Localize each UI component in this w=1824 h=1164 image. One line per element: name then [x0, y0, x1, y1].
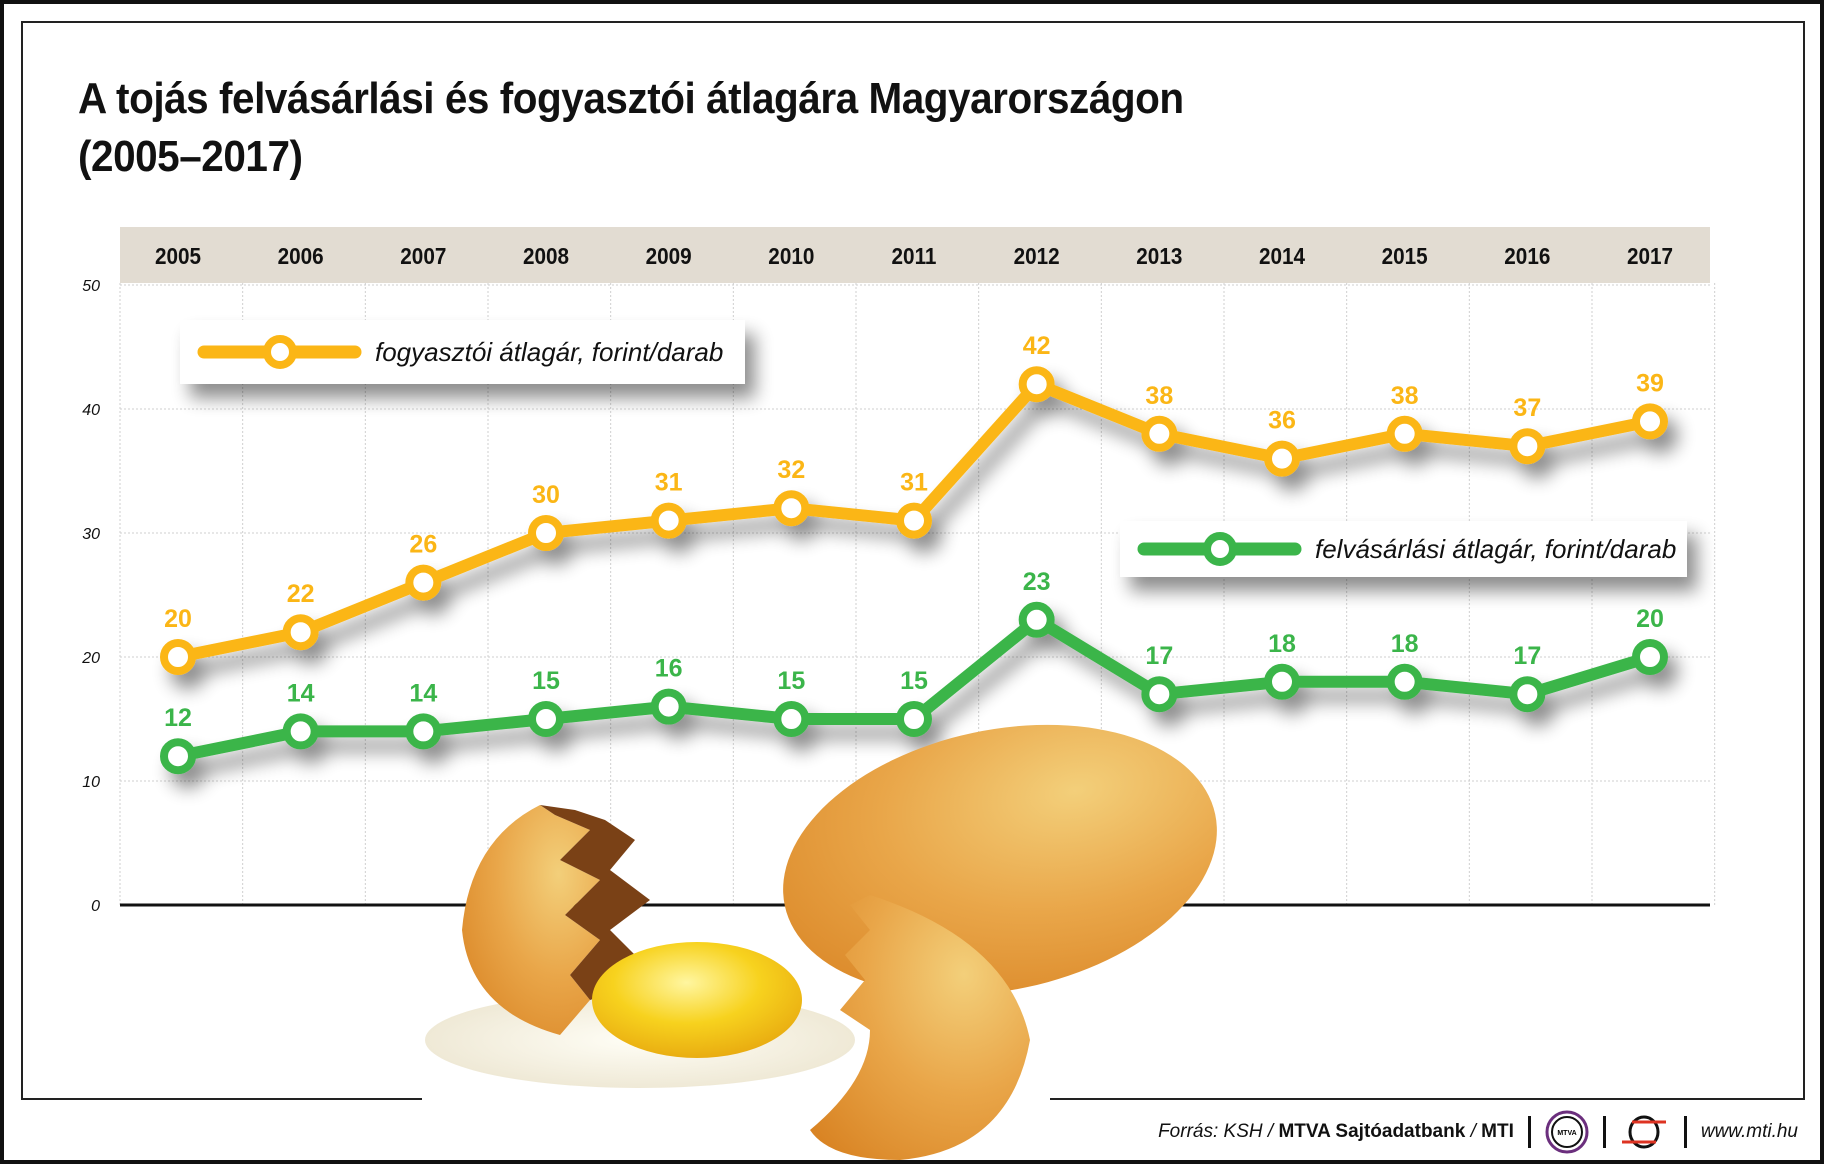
data-label: 36	[1268, 407, 1296, 435]
data-point	[1141, 676, 1178, 713]
data-point	[1264, 440, 1300, 477]
legend-marker	[263, 335, 297, 369]
data-label: 16	[655, 655, 683, 683]
footer: Forrás: KSH / MTVA Sajtóadatbank / MTI M…	[1158, 1110, 1798, 1154]
data-label: 18	[1268, 630, 1296, 658]
website-link[interactable]: www.mti.hu	[1700, 1121, 1798, 1142]
divider	[1527, 1116, 1531, 1148]
y-tick-label: 50	[82, 278, 100, 295]
x-tick-label: 2011	[892, 243, 937, 269]
x-tick-label: 2005	[155, 243, 201, 269]
y-tick-label: 0	[91, 898, 100, 915]
data-point	[405, 564, 442, 601]
data-label: 17	[1145, 642, 1173, 670]
data-point	[282, 713, 319, 750]
source-text: Forrás: KSH / MTVA Sajtóadatbank / MTI	[1158, 1121, 1514, 1142]
x-tick-label: 2017	[1627, 243, 1673, 269]
data-point	[528, 701, 564, 737]
data-label: 15	[777, 667, 805, 695]
y-tick-label: 30	[82, 526, 100, 543]
data-point	[1264, 663, 1300, 700]
data-label: 22	[287, 580, 315, 608]
data-point	[1509, 428, 1546, 465]
data-point	[1386, 663, 1423, 700]
data-point	[1018, 366, 1055, 403]
data-label: 14	[287, 679, 315, 707]
data-label: 32	[777, 456, 805, 484]
series-1	[160, 601, 1668, 775]
data-label: 20	[1636, 605, 1664, 633]
divider	[1683, 1116, 1687, 1148]
data-point	[773, 490, 810, 527]
data-point	[160, 639, 196, 675]
data-point	[528, 515, 564, 551]
data-label: 15	[900, 667, 928, 695]
data-point	[650, 688, 687, 725]
mtva-logo: MTVA	[1545, 1110, 1589, 1154]
x-tick-label: 2008	[523, 243, 569, 269]
x-tick-label: 2012	[1014, 243, 1060, 269]
data-label: 30	[532, 481, 560, 509]
data-point	[160, 738, 196, 775]
data-label: 42	[1023, 332, 1051, 360]
data-label: 12	[164, 704, 192, 732]
data-label: 14	[409, 679, 437, 707]
x-tick-label: 2015	[1382, 243, 1428, 269]
data-point	[405, 713, 442, 750]
data-point	[1386, 415, 1423, 452]
data-label: 18	[1391, 630, 1419, 658]
data-label: 15	[532, 667, 560, 695]
x-tick-label: 2010	[768, 243, 814, 269]
legend-label: fogyasztói átlagár, forint/darab	[375, 337, 723, 367]
data-point	[1509, 676, 1546, 713]
data-label: 38	[1391, 382, 1419, 410]
data-point	[1141, 415, 1178, 452]
legend-1: felvásárlási átlagár, forint/darab	[1120, 521, 1687, 577]
year-header-band	[120, 227, 1710, 283]
legend-0: fogyasztói átlagár, forint/darab	[180, 320, 745, 384]
x-tick-label: 2007	[400, 243, 446, 269]
data-point	[282, 614, 319, 651]
title-line-1: A tojás felvásárlási és fogyasztói átlag…	[78, 74, 1184, 123]
data-point	[896, 502, 932, 539]
data-point	[650, 502, 687, 539]
title-line-2: (2005–2017)	[78, 132, 303, 181]
x-tick-label: 2013	[1136, 243, 1182, 269]
y-tick-label: 40	[82, 402, 100, 419]
data-label: 39	[1636, 369, 1664, 397]
data-label: 20	[164, 605, 192, 633]
x-tick-label: 2014	[1259, 243, 1306, 269]
legend-label: felvásárlási átlagár, forint/darab	[1315, 534, 1676, 564]
x-tick-label: 2016	[1504, 243, 1550, 269]
mti-logo	[1621, 1115, 1666, 1149]
x-tick-label: 2009	[646, 243, 692, 269]
y-tick-label: 10	[82, 774, 100, 791]
data-point	[773, 701, 810, 737]
data-label: 23	[1023, 568, 1051, 596]
legend-marker	[1203, 532, 1237, 566]
data-label: 37	[1513, 394, 1541, 422]
chart-title: A tojás felvásárlási és fogyasztói átlag…	[78, 70, 1184, 186]
data-point	[1018, 601, 1055, 638]
data-point	[1632, 639, 1668, 675]
series-0	[160, 366, 1668, 675]
data-label: 26	[409, 531, 437, 559]
data-label: 38	[1145, 382, 1173, 410]
svg-text:MTVA: MTVA	[1557, 1130, 1576, 1137]
y-tick-label: 20	[81, 650, 100, 667]
divider	[1602, 1116, 1606, 1148]
data-label: 31	[655, 469, 683, 497]
eggs-illustration	[422, 724, 1217, 1160]
data-label: 17	[1513, 642, 1541, 670]
data-point	[896, 701, 932, 737]
data-label: 31	[900, 469, 928, 497]
x-tick-label: 2006	[278, 243, 324, 269]
data-point	[1632, 403, 1668, 440]
